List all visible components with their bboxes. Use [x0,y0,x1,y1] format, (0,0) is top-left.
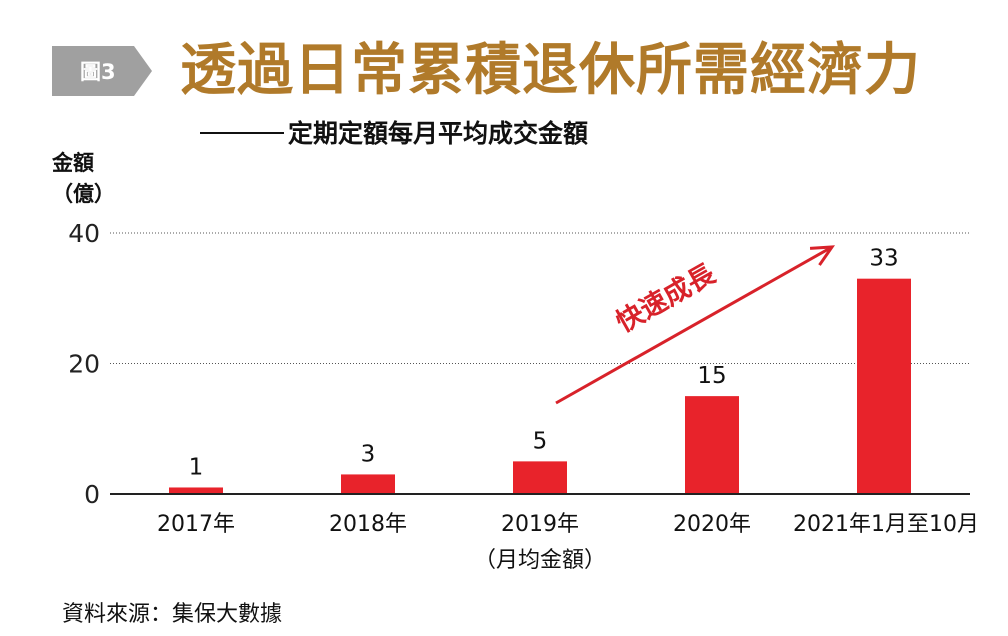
x-tick-label: 2018年 [329,512,407,537]
chart-title: 透過日常累積退休所需經濟力 [180,37,921,103]
bar-value-label: 15 [697,363,726,389]
growth-arrow-head [809,245,836,266]
chart-subtitle: 定期定額每月平均成交金額 [200,114,588,150]
bar-value-label: 3 [361,441,376,467]
figure-tag-label: 圖3 [80,60,116,84]
y-tick-label: 0 [84,480,100,509]
growth-annotation-label: 快速成長 [611,258,721,339]
y-axis-unit: 金額 （億） [52,148,115,210]
y-unit-line1: 金額 [52,151,94,175]
growth-arrow-line [555,245,833,405]
x-tick-labels: 2017年 2018年 2019年 2020年 2021年1月至10月 （月均金額） [157,512,979,573]
x-tick-note: （月均金額） [474,548,606,573]
bar [685,396,739,494]
x-tick-label: 2021年1月至10月 [793,512,979,537]
bars: 1 3 5 15 33 [169,246,911,494]
y-unit-line2: （億） [52,182,115,206]
y-tick-label: 20 [68,350,100,379]
x-tick-label: 2019年 [501,512,579,537]
bar [513,461,567,494]
figure-tag: 圖3 [52,46,152,96]
y-tick-labels: 0 20 40 [68,219,100,509]
bar [169,487,223,494]
x-tick-label: 2020年 [673,512,751,537]
bar-value-label: 5 [533,428,548,454]
y-tick-label: 40 [68,219,100,248]
bar-value-label: 1 [189,454,204,480]
subtitle-dash [200,132,284,134]
source-note: 資料來源：集保大數據 [62,602,283,627]
bar [857,278,911,494]
subtitle-text: 定期定額每月平均成交金額 [288,119,589,148]
bar-value-label: 33 [869,246,898,272]
grid-lines [110,232,970,364]
x-tick-label: 2017年 [157,512,235,537]
growth-annotation: 快速成長 [555,245,836,405]
bar [341,474,395,494]
